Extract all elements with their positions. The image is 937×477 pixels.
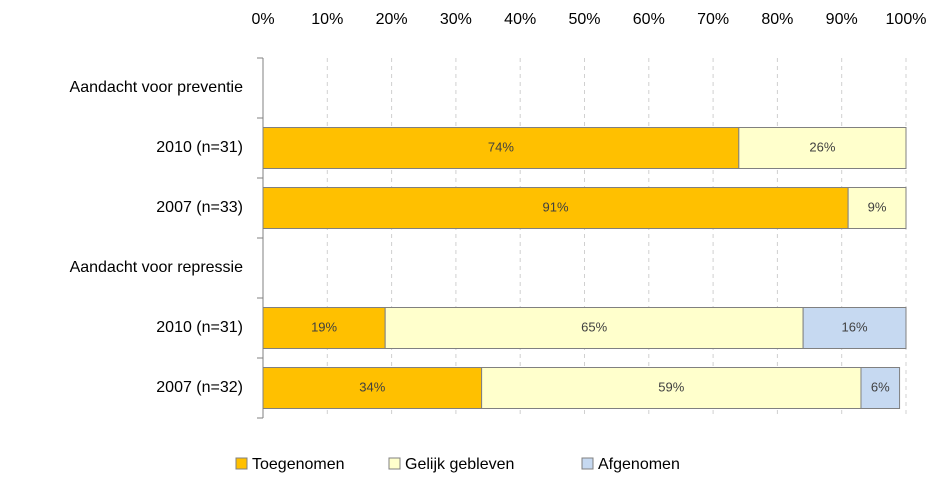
bar-segment — [262, 127, 740, 169]
legend-swatch — [235, 457, 248, 470]
value-label: 91% — [543, 199, 569, 214]
legend-label: Afgenomen — [598, 456, 680, 473]
legend-swatch — [388, 457, 401, 470]
category-label: Aandacht voor preventie — [70, 79, 244, 96]
x-tick-label: 100% — [886, 11, 927, 28]
value-label: 59% — [658, 379, 684, 394]
category-label: 2010 (n=31) — [156, 319, 243, 336]
value-label: 34% — [359, 379, 385, 394]
value-label: 26% — [809, 139, 835, 154]
bar-segment — [802, 307, 907, 349]
bar-segment — [262, 367, 483, 409]
x-tick-label: 60% — [633, 11, 665, 28]
x-tick-label: 20% — [376, 11, 408, 28]
bar-segment — [262, 187, 849, 229]
x-tick-label: 40% — [504, 11, 536, 28]
bar-segment — [738, 127, 907, 169]
legend-label: Gelijk gebleven — [405, 456, 514, 473]
legend-swatch — [581, 457, 594, 470]
x-tick-label: 50% — [568, 11, 600, 28]
category-label: 2007 (n=33) — [156, 199, 243, 216]
category-label: Aandacht voor repressie — [70, 259, 244, 276]
category-label: 2007 (n=32) — [156, 379, 243, 396]
value-label: 6% — [871, 379, 890, 394]
x-tick-label: 0% — [251, 11, 274, 28]
value-label: 74% — [488, 139, 514, 154]
value-label: 9% — [868, 199, 887, 214]
x-tick-label: 90% — [826, 11, 858, 28]
bar-segment — [860, 367, 901, 409]
value-label: 16% — [842, 319, 868, 334]
legend-label: Toegenomen — [252, 456, 345, 473]
x-tick-label: 30% — [440, 11, 472, 28]
bar-segment — [847, 187, 907, 229]
bar-segment — [384, 307, 804, 349]
value-label: 65% — [581, 319, 607, 334]
x-tick-label: 80% — [761, 11, 793, 28]
category-label: 2010 (n=31) — [156, 139, 243, 156]
value-label: 19% — [311, 319, 337, 334]
x-tick-label: 10% — [311, 11, 343, 28]
x-tick-label: 70% — [697, 11, 729, 28]
